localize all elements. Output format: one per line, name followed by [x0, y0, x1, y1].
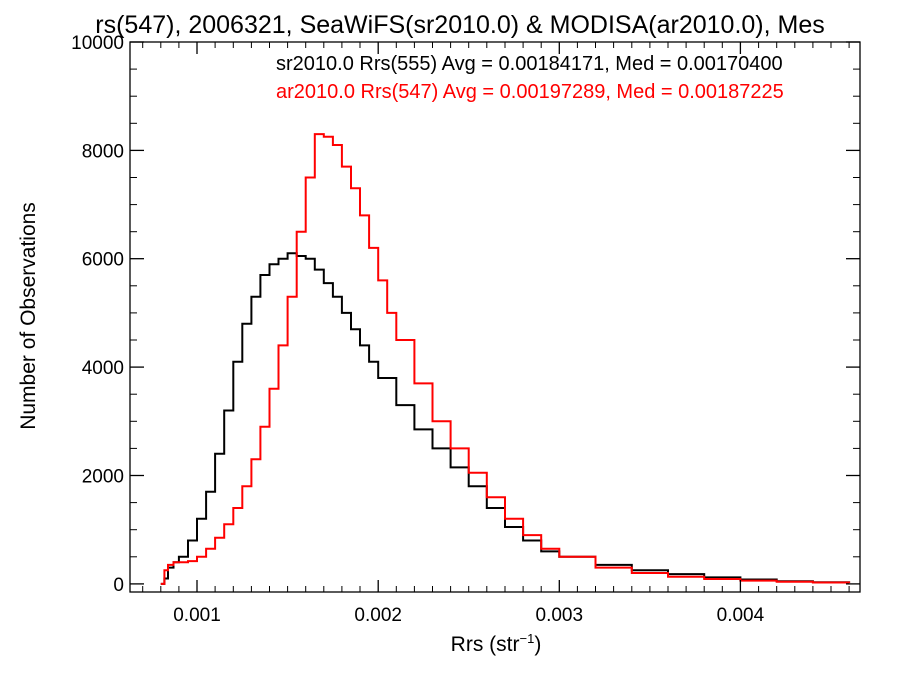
series-line-1 [160, 133, 851, 585]
y-tick-label: 6000 [82, 250, 124, 271]
y-tick-label: 0 [113, 575, 124, 596]
ticks-layer: 0.001 0.002 0.003 0.004 0 2000 4000 6000 8000 100… [71, 33, 860, 626]
legend-entry-sr2010: sr2010.0 Rrs(555) Avg = 0.00184171, Med … [276, 53, 783, 75]
legend: sr2010.0 Rrs(555) Avg = 0.00184171, Med … [276, 53, 784, 103]
chart-title: rs(547), 2006321, SeaWiFS(sr2010.0) & MO… [95, 11, 824, 39]
series-layer [160, 133, 851, 585]
x-tick-label: 0.001 [173, 605, 221, 626]
y-tick-label: 8000 [82, 141, 124, 162]
plot-frame [129, 41, 861, 593]
x-tick-label: 0.002 [354, 605, 402, 626]
y-axis-label-group: Number of Observations [17, 202, 40, 430]
x-tick-label: 0.003 [536, 605, 584, 626]
x-tick-label: 0.004 [717, 605, 765, 626]
y-tick-label: 10000 [71, 33, 124, 54]
x-axis-label-close: ) [534, 633, 541, 656]
x-axis-label-superscript: −1 [520, 631, 535, 646]
y-tick-label: 2000 [82, 467, 124, 488]
legend-entry-ar2010: ar2010.0 Rrs(547) Avg = 0.00197289, Med … [276, 81, 784, 103]
x-axis-label: Rrs (str−1) [451, 631, 542, 656]
x-axis-label-text: Rrs (str [451, 633, 520, 656]
y-tick-label: 4000 [82, 358, 124, 379]
series-line-0 [160, 252, 851, 585]
y-axis-label: Number of Observations [17, 202, 40, 430]
